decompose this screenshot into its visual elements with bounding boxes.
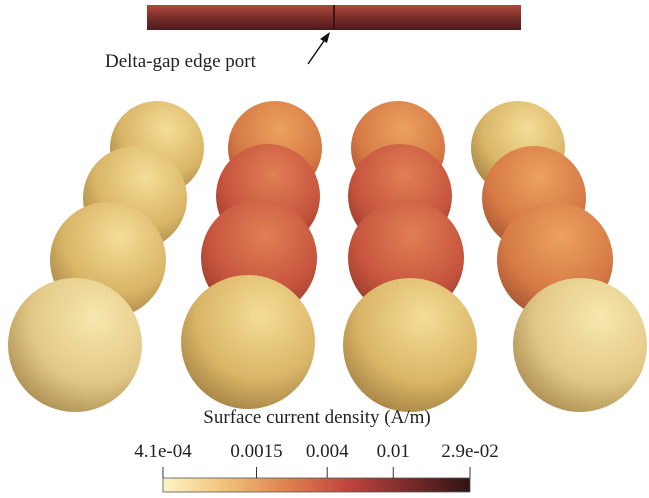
sphere bbox=[343, 278, 477, 412]
spheres bbox=[8, 101, 647, 412]
colorbar-tick-label: 0.004 bbox=[306, 441, 349, 462]
colorbar-tick-label: 0.0015 bbox=[230, 441, 282, 462]
colorbar-tick-label: 4.1e-04 bbox=[134, 441, 192, 462]
sphere bbox=[181, 275, 315, 409]
sphere bbox=[8, 278, 142, 412]
sphere bbox=[513, 278, 647, 412]
colorbar bbox=[162, 477, 471, 493]
colorbar-tick-label: 0.01 bbox=[377, 441, 410, 462]
colorbar-title: Surface current density (A/m) bbox=[203, 407, 430, 428]
arrow bbox=[307, 37, 327, 65]
annotation: Delta-gap edge port bbox=[105, 51, 257, 72]
arrow-head bbox=[320, 32, 330, 43]
colorbar-tick-label: 2.9e-02 bbox=[441, 441, 499, 462]
